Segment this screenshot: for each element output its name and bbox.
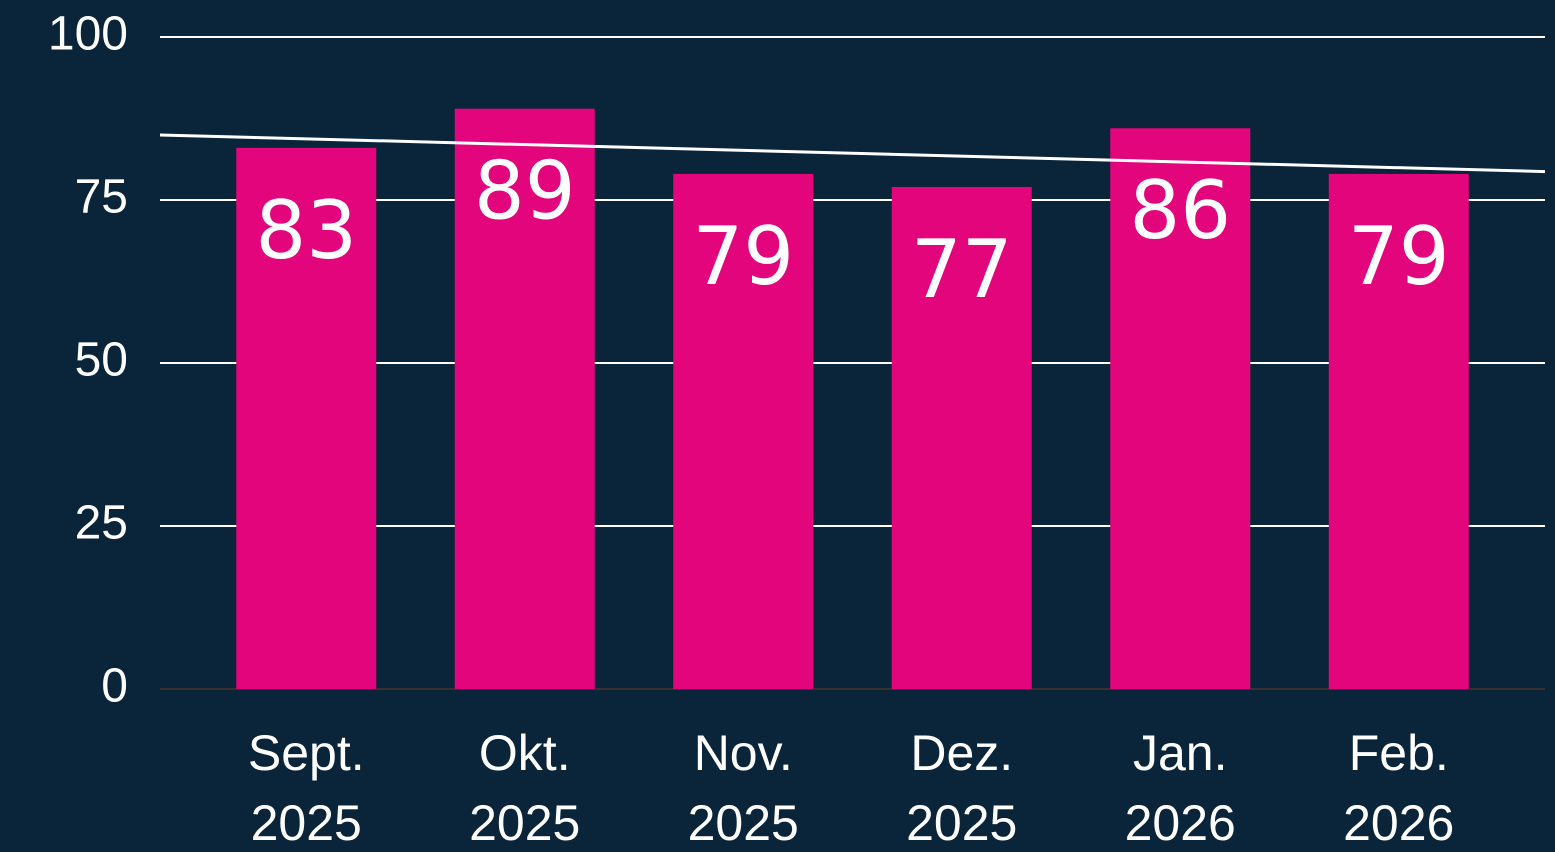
x-tick-label: 2025 bbox=[906, 795, 1017, 851]
bar bbox=[236, 147, 377, 690]
x-tick-label: Okt. bbox=[479, 725, 571, 781]
x-tick-label: 2025 bbox=[469, 795, 580, 851]
y-tick-label: 25 bbox=[75, 497, 128, 550]
data-label: 83 bbox=[255, 184, 357, 277]
data-label: 79 bbox=[692, 210, 794, 303]
x-tick-label: Nov. bbox=[694, 725, 793, 781]
x-tick-label: 2025 bbox=[688, 795, 799, 851]
x-tick-label: 2026 bbox=[1125, 795, 1236, 851]
data-label: 79 bbox=[1348, 210, 1450, 303]
bar bbox=[1110, 128, 1251, 689]
y-tick-label: 75 bbox=[75, 171, 128, 224]
x-tick-label: Feb. bbox=[1349, 725, 1449, 781]
x-tick-label: Sept. bbox=[248, 725, 365, 781]
y-tick-label: 100 bbox=[48, 8, 128, 61]
x-tick-label: 2025 bbox=[251, 795, 362, 851]
data-label: 86 bbox=[1129, 164, 1231, 257]
x-tick-label: Jan. bbox=[1133, 725, 1228, 781]
bar bbox=[454, 108, 595, 690]
trendline bbox=[159, 133, 1546, 174]
bar bbox=[673, 173, 814, 690]
x-tick-label: 2026 bbox=[1343, 795, 1454, 851]
y-tick-label: 0 bbox=[101, 660, 128, 713]
bar bbox=[1328, 173, 1469, 690]
y-tick-label: 50 bbox=[75, 334, 128, 387]
data-label: 89 bbox=[474, 145, 576, 238]
bar bbox=[891, 186, 1032, 689]
data-label: 77 bbox=[911, 223, 1013, 316]
x-tick-label: Dez. bbox=[910, 725, 1013, 781]
